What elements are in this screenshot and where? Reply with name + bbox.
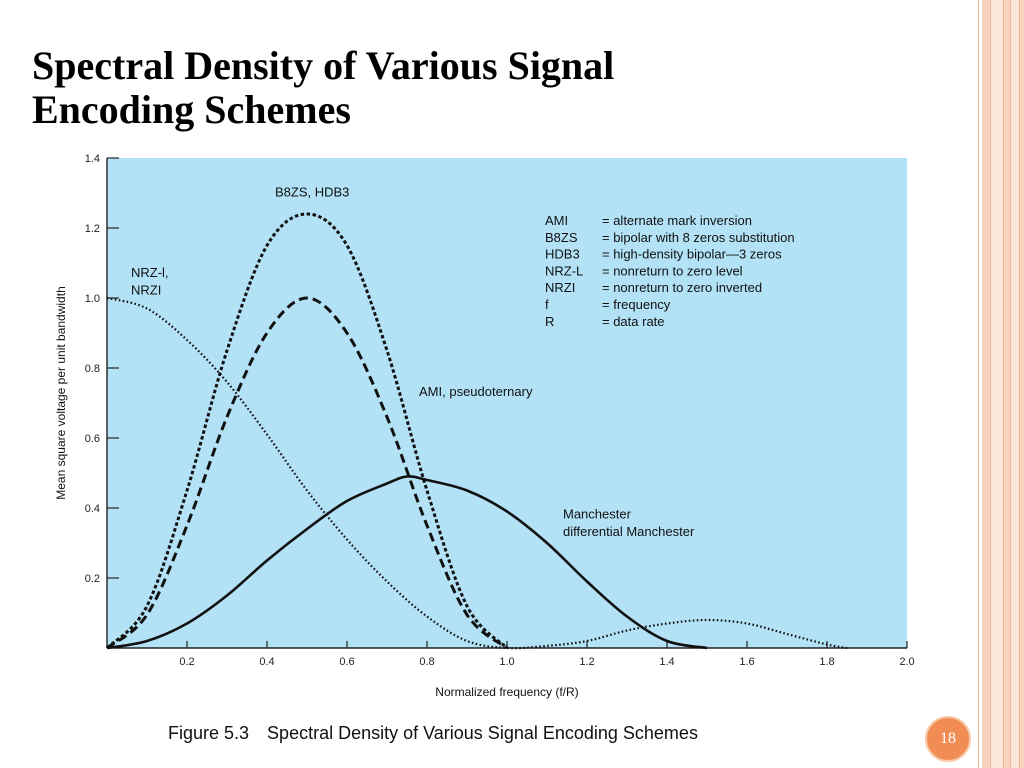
legend-description: = high-density bipolar—3 zeros bbox=[602, 247, 782, 262]
y-tick-label: 0.6 bbox=[85, 433, 100, 445]
legend-abbreviation: R bbox=[545, 314, 554, 329]
x-tick-label: 1.4 bbox=[659, 656, 674, 668]
legend-abbreviation: NRZ-L bbox=[545, 263, 583, 278]
y-tick-label: 0.8 bbox=[85, 363, 100, 375]
x-tick-label: 0.2 bbox=[179, 656, 194, 668]
figure-caption-text: Spectral Density of Various Signal Encod… bbox=[267, 723, 698, 743]
legend-description: = frequency bbox=[602, 297, 671, 312]
curve-annotation: NRZI bbox=[131, 283, 161, 298]
stripe-inner bbox=[1010, 0, 1020, 768]
legend-description: = nonreturn to zero level bbox=[602, 263, 743, 278]
figure-caption: Figure 5.3 Spectral Density of Various Si… bbox=[168, 723, 698, 744]
legend-abbreviation: B8ZS bbox=[545, 230, 578, 245]
ticks: 0.2 0.4 0.6 0.8 1.0 1.2 1.4 1.6 1.8 2.0 0.2 0.4 0.6 0… bbox=[85, 153, 915, 668]
page-number-badge: 18 bbox=[925, 716, 971, 762]
spectral-density-chart: 0.2 0.4 0.6 0.8 1.0 1.2 1.4 1.6 1.8 2.0 0.2 0.4 0.6 0… bbox=[54, 153, 915, 699]
x-tick-label: 0.4 bbox=[259, 656, 274, 668]
legend: AMI = alternate mark inversion B8ZS = bipol… bbox=[545, 213, 795, 329]
series-line-nrz-l-nrzi bbox=[106, 296, 848, 650]
x-axis-label: Normalized frequency (f/R) bbox=[435, 685, 578, 699]
x-tick-label: 0.6 bbox=[339, 656, 354, 668]
curve-annotation: AMI, pseudoternary bbox=[419, 384, 533, 399]
curve-annotation: B8ZS, HDB3 bbox=[275, 185, 349, 200]
curve-annotations: B8ZS, HDB3 NRZ-l, NRZI AMI, pseudoternary Ma… bbox=[131, 185, 695, 540]
legend-description: = bipolar with 8 zeros substitution bbox=[602, 230, 795, 245]
slide-title: Spectral Density of Various Signal Encod… bbox=[32, 44, 912, 132]
legend-description: = nonreturn to zero inverted bbox=[602, 280, 762, 295]
curve-annotation: Manchester bbox=[563, 507, 632, 522]
curve-annotation: NRZ-l, bbox=[131, 265, 169, 280]
legend-description: = alternate mark inversion bbox=[602, 213, 752, 228]
x-tick-label: 1.2 bbox=[579, 656, 594, 668]
plot-background bbox=[107, 158, 907, 648]
x-tick-label: 1.6 bbox=[739, 656, 754, 668]
curves bbox=[105, 212, 848, 650]
slide-title-line-2: Encoding Schemes bbox=[32, 87, 351, 132]
legend-abbreviation: f bbox=[545, 297, 549, 312]
y-tick-label: 0.4 bbox=[85, 503, 100, 515]
x-tick-label: 1.8 bbox=[819, 656, 834, 668]
y-tick-label: 1.2 bbox=[85, 223, 100, 235]
series-line-ami-pseudoternary bbox=[106, 296, 508, 650]
legend-abbreviation: NRZI bbox=[545, 280, 575, 295]
series-line-b8zs-hdb3 bbox=[105, 212, 509, 650]
stripe-mid bbox=[990, 0, 1004, 768]
y-tick-label: 1.0 bbox=[85, 293, 100, 305]
page-number: 18 bbox=[940, 730, 956, 747]
x-tick-label: 0.8 bbox=[419, 656, 434, 668]
series-line-manchester-differential-manchester bbox=[106, 475, 708, 650]
slide-title-line-1: Spectral Density of Various Signal bbox=[32, 43, 615, 88]
legend-abbreviation: AMI bbox=[545, 213, 568, 228]
curve-annotation: differential Manchester bbox=[563, 524, 695, 539]
legend-description: = data rate bbox=[602, 314, 665, 329]
x-tick-label: 1.0 bbox=[499, 656, 514, 668]
y-tick-label: 1.4 bbox=[85, 153, 100, 165]
figure-number: Figure 5.3 bbox=[168, 723, 250, 743]
legend-abbreviation: HDB3 bbox=[545, 247, 580, 262]
y-axis-label: Mean square voltage per unit bandwidth bbox=[54, 286, 68, 499]
x-tick-label: 2.0 bbox=[899, 656, 914, 668]
y-tick-label: 0.2 bbox=[85, 573, 100, 585]
stripe-left-line bbox=[978, 0, 979, 768]
